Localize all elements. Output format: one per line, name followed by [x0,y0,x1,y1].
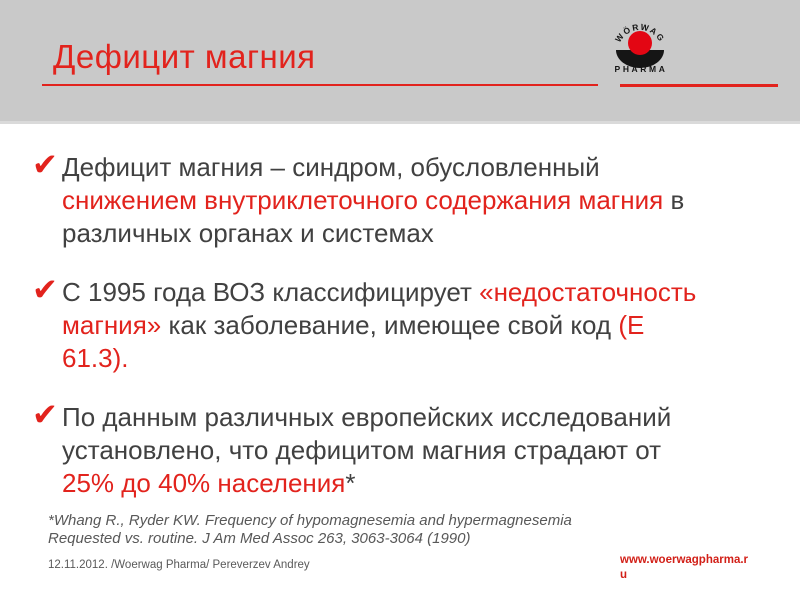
bullet-line: Дефицит магния – синдром, обусловленный [62,151,684,184]
bullet-list: ✔ Дефицит магния – синдром, обусловленны… [32,124,762,500]
text-segment: в [663,185,685,215]
checkmark-icon: ✔ [32,272,58,308]
text-segment: магния» [62,310,162,340]
website-url-line[interactable]: www.woerwagpharma.r [620,554,749,566]
page-title: Дефицит магния [53,38,316,75]
bullet-line: магния» как заболевание, имеющее свой ко… [62,309,696,342]
logo-red-dot-icon [628,31,652,55]
text-segment: 61.3). [62,343,129,373]
bullet-item-1: ✔ Дефицит магния – синдром, обусловленны… [32,147,762,250]
checkmark-icon: ✔ [32,397,58,433]
logo-bowl-icon [616,50,664,68]
bullet-item-3: ✔ По данным различных европейских исслед… [32,397,762,500]
header-band [0,0,800,124]
title-underline [42,84,598,86]
bullet-line: различных органах и системах [62,217,684,250]
text-segment: По данным различных европейских исследов… [62,402,672,432]
bullet-line: 25% до 40% населения* [62,467,671,500]
bullet-line: С 1995 года ВОЗ классифицирует «недостат… [62,276,696,309]
footnote-line: Requested vs. routine. J Am Med Assoc 26… [48,530,471,547]
text-segment: * [345,468,356,498]
text-segment: 25% до 40% населения [62,468,346,498]
website-url-line[interactable]: u [620,569,628,581]
website-url[interactable]: www.woerwagpharma.r u [620,553,748,583]
bullet-line: установлено, что дефицитом магния страда… [62,434,671,467]
logo-graphic: WÖRWAG PHARMA [613,22,668,74]
text-segment: установлено, что дефицитом магния страда… [62,435,662,465]
text-segment: (Е [618,310,645,340]
text-segment: как заболевание, имеющее свой код [161,310,619,340]
text-segment: снижением внутриклеточного содержания ма… [62,185,664,215]
text-segment: «недостаточность [479,277,697,307]
bullet-line: По данным различных европейских исследов… [62,401,671,434]
text-segment: Дефицит магния – синдром, обусловленный [62,152,600,182]
bullet-line: снижением внутриклеточного содержания ма… [62,184,684,217]
citation-footnote: *Whang R., Ryder KW. Frequency of hypoma… [48,512,572,548]
text-segment: различных органах и системах [62,218,434,248]
text-segment: С 1995 года ВОЗ классифицирует [62,277,480,307]
footnote-line: *Whang R., Ryder KW. Frequency of hypoma… [48,512,572,529]
logo-underline [620,84,778,87]
woerwag-pharma-logo: WÖRWAG PHARMA [606,12,674,80]
bullet-item-2: ✔ С 1995 года ВОЗ классифицирует «недост… [32,272,762,375]
footer-date-author: 12.11.2012. /Woerwag Pharma/ Pereverzev … [48,559,310,571]
bullet-line: 61.3). [62,342,696,375]
checkmark-icon: ✔ [32,147,58,183]
logo-pharma-label: PHARMA [615,64,668,74]
